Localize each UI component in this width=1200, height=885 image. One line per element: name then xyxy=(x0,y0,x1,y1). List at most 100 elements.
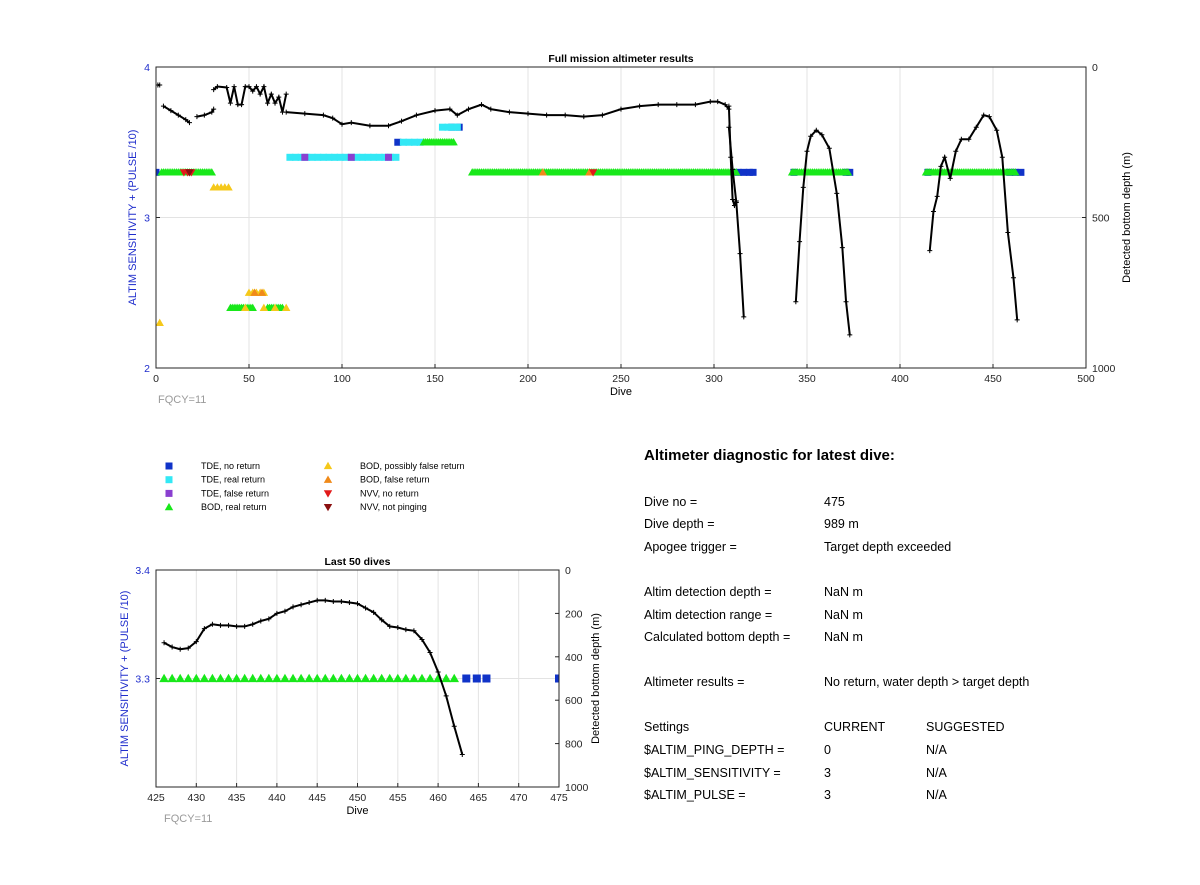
bod-nvv-marker xyxy=(312,673,322,683)
tde-marker xyxy=(399,138,407,146)
legend-label: TDE, real return xyxy=(201,475,265,485)
chart-title: Full mission altimeter results xyxy=(548,53,693,65)
depth-point xyxy=(276,94,282,100)
x-axis-label: Dive xyxy=(610,386,632,398)
depth-point xyxy=(161,640,167,646)
tde-marker xyxy=(319,153,327,161)
depth-point xyxy=(250,621,256,627)
bod-nvv-marker xyxy=(296,673,306,683)
depth-point xyxy=(813,127,819,133)
depth-point xyxy=(525,111,531,117)
depth-point xyxy=(726,103,732,109)
series xyxy=(301,153,392,161)
depth-point xyxy=(411,628,417,634)
depth-line xyxy=(196,108,215,118)
series xyxy=(250,168,594,296)
depth-point xyxy=(1010,275,1016,281)
depth-point xyxy=(834,190,840,196)
x-tick-label: 200 xyxy=(519,373,537,385)
depth-point xyxy=(355,601,360,607)
bod-real-marker xyxy=(843,168,853,176)
y2-axis-label: Detected bottom depth (m) xyxy=(1121,152,1133,283)
bod-nvv-marker xyxy=(393,673,403,683)
tde-marker xyxy=(364,153,372,161)
depth-point xyxy=(465,106,471,112)
depth-point xyxy=(209,109,215,115)
bod-real-marker xyxy=(732,168,741,176)
depth-point xyxy=(927,248,933,254)
depth-point xyxy=(201,112,207,118)
bod-real-marker xyxy=(207,168,216,176)
bod-real-marker xyxy=(1011,168,1020,176)
depth-point xyxy=(722,102,728,108)
bod-nvv-marker xyxy=(304,673,314,683)
legend-marker xyxy=(165,476,173,484)
depth-point xyxy=(346,600,352,606)
y-tick-label: 4 xyxy=(144,62,150,74)
depth-point xyxy=(981,112,987,118)
x-tick-label: 430 xyxy=(188,792,206,804)
depth-point xyxy=(160,103,166,109)
y2-tick-label: 0 xyxy=(1092,62,1098,74)
diag-label-apogee-trigger: Apogee trigger = xyxy=(644,540,737,554)
depth-point xyxy=(793,299,799,305)
depth-point xyxy=(234,623,240,629)
depth-point xyxy=(544,112,550,118)
bod-nvv-marker xyxy=(239,673,250,683)
bod-nvv-marker xyxy=(425,673,435,683)
tde-marker xyxy=(156,168,160,176)
depth-point xyxy=(387,623,393,629)
depth-point xyxy=(986,114,992,120)
tde-marker xyxy=(308,153,316,161)
depth-point xyxy=(242,623,248,629)
bod-nvv-marker xyxy=(272,673,282,683)
diag-value-dive-no: 475 xyxy=(824,495,845,509)
tde-marker xyxy=(450,123,458,131)
depth-point xyxy=(479,102,484,108)
tde-marker xyxy=(462,674,471,683)
bod-nvv-marker xyxy=(231,673,242,683)
bod-nvv-marker xyxy=(264,673,274,683)
bod-nvv-marker xyxy=(247,673,258,683)
depth-point xyxy=(966,136,972,142)
bod-nvv-marker xyxy=(159,673,169,683)
series xyxy=(286,123,461,161)
y-axis-label: ALTIM SENSITIVITY + (PULSE /10) xyxy=(127,130,139,306)
depth-point xyxy=(403,627,409,633)
depth-point xyxy=(395,625,401,631)
depth-point xyxy=(306,600,312,606)
setting-label-ping-depth: $ALTIM_PING_DEPTH = xyxy=(644,743,785,757)
depth-point xyxy=(826,145,832,151)
depth-point xyxy=(947,175,953,181)
depth-point xyxy=(730,196,736,202)
bod-nvv-marker xyxy=(336,673,347,683)
marker-legend: TDE, no return TDE, real return TDE, false… xyxy=(164,461,465,512)
depth-point xyxy=(655,102,661,108)
depth-point xyxy=(843,299,849,305)
depth-point xyxy=(246,84,252,90)
depth-point xyxy=(737,251,743,257)
tde-marker xyxy=(375,153,383,161)
depth-point xyxy=(314,597,320,603)
x-tick-label: 150 xyxy=(426,373,444,385)
legend-label: NVV, not pinging xyxy=(360,502,427,512)
depth-line xyxy=(794,128,851,336)
bod-nvv-marker xyxy=(288,673,298,683)
tde-marker xyxy=(1017,168,1025,176)
diag-label-altimeter-results: Altimeter results = xyxy=(644,675,745,689)
depth-point xyxy=(330,598,336,604)
bod-nvv-marker xyxy=(280,673,290,683)
depth-point xyxy=(371,609,377,615)
depth-point xyxy=(175,112,181,118)
bod-nvv-marker xyxy=(241,303,250,311)
x-tick-label: 500 xyxy=(1077,373,1095,385)
depth-point xyxy=(599,112,605,118)
depth-point xyxy=(282,608,288,614)
depth-point xyxy=(733,198,739,204)
bod-nvv-marker xyxy=(401,673,411,683)
depth-point xyxy=(274,610,280,616)
depth-point xyxy=(268,91,274,97)
tde-marker xyxy=(555,674,559,683)
depth-point xyxy=(363,605,369,611)
